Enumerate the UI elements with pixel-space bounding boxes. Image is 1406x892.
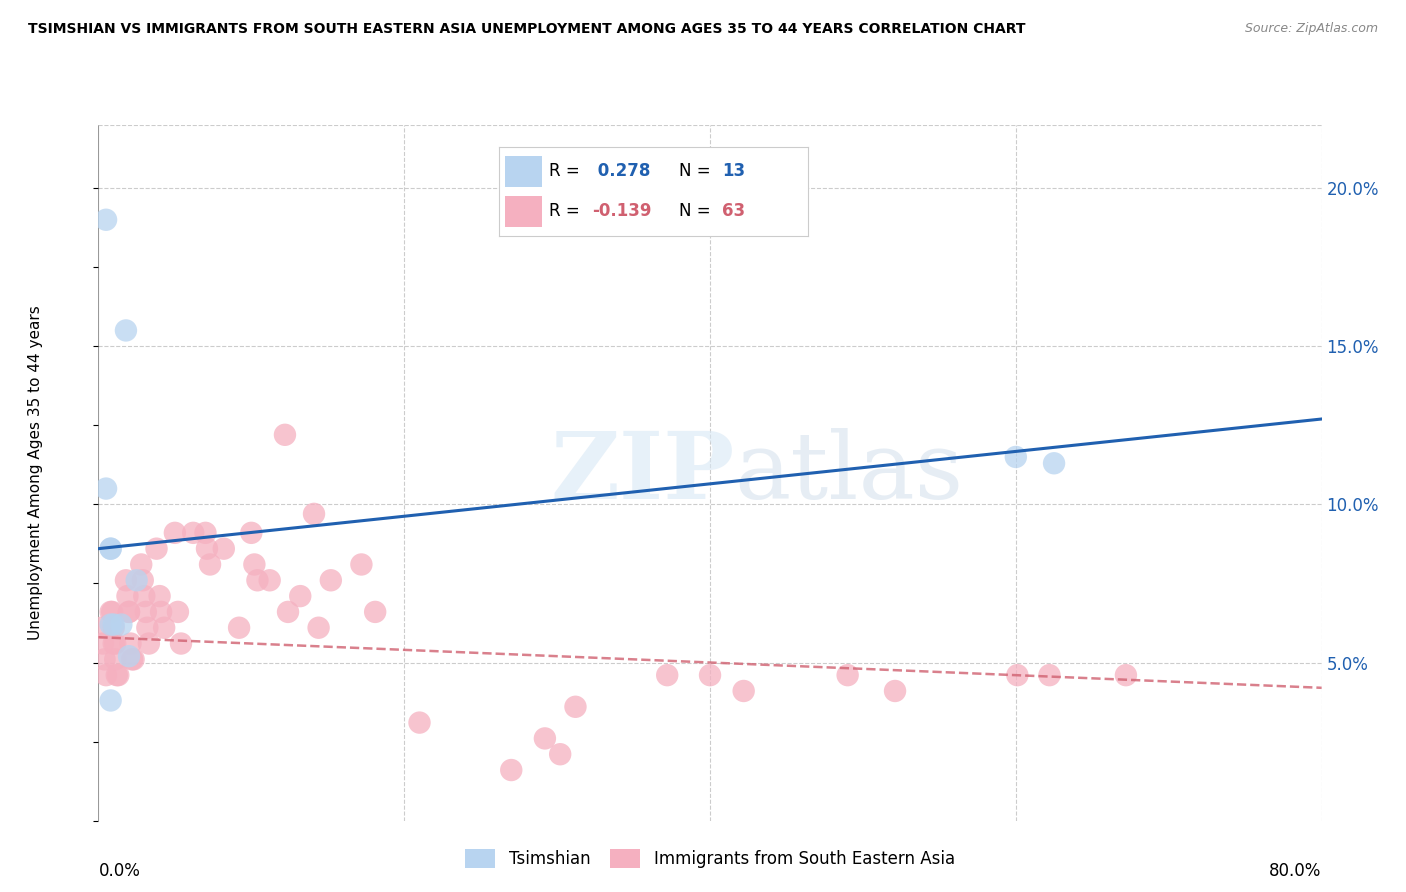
Point [548, 747, 571, 762]
Point [1043, 456, 1066, 470]
Point [150, 605, 173, 619]
Point [120, 636, 142, 650]
Point [228, 621, 250, 635]
Point [163, 525, 186, 540]
Text: TSIMSHIAN VS IMMIGRANTS FROM SOUTH EASTERN ASIA UNEMPLOYMENT AMONG AGES 35 TO 44: TSIMSHIAN VS IMMIGRANTS FROM SOUTH EASTE… [28, 22, 1025, 37]
Point [733, 684, 755, 698]
Point [121, 652, 143, 666]
Point [101, 605, 124, 619]
Point [534, 731, 557, 746]
Point [274, 427, 297, 442]
Point [1004, 450, 1026, 464]
Text: 63: 63 [721, 202, 745, 220]
Point [319, 574, 342, 588]
Bar [505, 196, 543, 227]
Point [181, 525, 204, 540]
Point [100, 605, 122, 619]
Point [243, 558, 266, 572]
Point [93, 652, 115, 666]
Point [884, 684, 907, 698]
Point [138, 636, 160, 650]
Text: atlas: atlas [734, 428, 963, 517]
Point [259, 574, 281, 588]
Point [1007, 668, 1029, 682]
Point [194, 525, 217, 540]
Point [100, 541, 122, 556]
Point [110, 617, 132, 632]
Point [302, 507, 325, 521]
Point [100, 693, 122, 707]
Point [104, 636, 127, 650]
Point [91, 636, 114, 650]
Text: ZIP: ZIP [550, 428, 734, 517]
Point [364, 605, 387, 619]
Point [100, 541, 122, 556]
Point [136, 621, 159, 635]
Point [103, 621, 125, 635]
Point [501, 763, 523, 777]
Text: 0.0%: 0.0% [98, 862, 141, 880]
Point [117, 589, 139, 603]
Point [350, 558, 373, 572]
Point [308, 621, 330, 635]
Point [122, 652, 145, 666]
Point [103, 636, 125, 650]
Point [135, 605, 157, 619]
Point [134, 589, 156, 603]
Point [105, 668, 128, 682]
Point [167, 605, 190, 619]
Point [103, 617, 125, 632]
Y-axis label: Unemployment Among Ages 35 to 44 years: Unemployment Among Ages 35 to 44 years [28, 305, 44, 640]
Point [107, 668, 129, 682]
Point [1115, 668, 1137, 682]
Point [170, 636, 193, 650]
Point [115, 574, 138, 588]
Point [94, 668, 117, 682]
Point [277, 605, 299, 619]
Point [104, 652, 127, 666]
Point [657, 668, 679, 682]
Text: -0.139: -0.139 [592, 202, 651, 220]
Point [145, 541, 167, 556]
Point [100, 617, 122, 632]
Point [125, 574, 148, 588]
Text: 80.0%: 80.0% [1270, 862, 1322, 880]
Bar [505, 156, 543, 187]
Point [699, 668, 721, 682]
Point [118, 605, 141, 619]
Point [212, 541, 235, 556]
Point [564, 699, 586, 714]
Text: R =: R = [548, 162, 585, 180]
Point [118, 649, 141, 664]
Point [132, 574, 155, 588]
Point [90, 621, 112, 635]
Point [94, 212, 117, 227]
Point [94, 482, 117, 496]
Text: 0.278: 0.278 [592, 162, 651, 180]
Point [408, 715, 430, 730]
Point [246, 574, 269, 588]
Point [240, 525, 263, 540]
Point [198, 558, 221, 572]
Point [837, 668, 859, 682]
Text: N =: N = [679, 202, 716, 220]
Text: N =: N = [679, 162, 716, 180]
Legend: Tsimshian, Immigrants from South Eastern Asia: Tsimshian, Immigrants from South Eastern… [458, 842, 962, 875]
Point [1038, 668, 1060, 682]
Text: R =: R = [548, 202, 585, 220]
Point [115, 323, 138, 337]
Point [118, 605, 141, 619]
Point [153, 621, 176, 635]
Point [290, 589, 312, 603]
Text: Source: ZipAtlas.com: Source: ZipAtlas.com [1244, 22, 1378, 36]
Text: 13: 13 [721, 162, 745, 180]
Point [195, 541, 218, 556]
Point [129, 558, 152, 572]
Point [149, 589, 172, 603]
